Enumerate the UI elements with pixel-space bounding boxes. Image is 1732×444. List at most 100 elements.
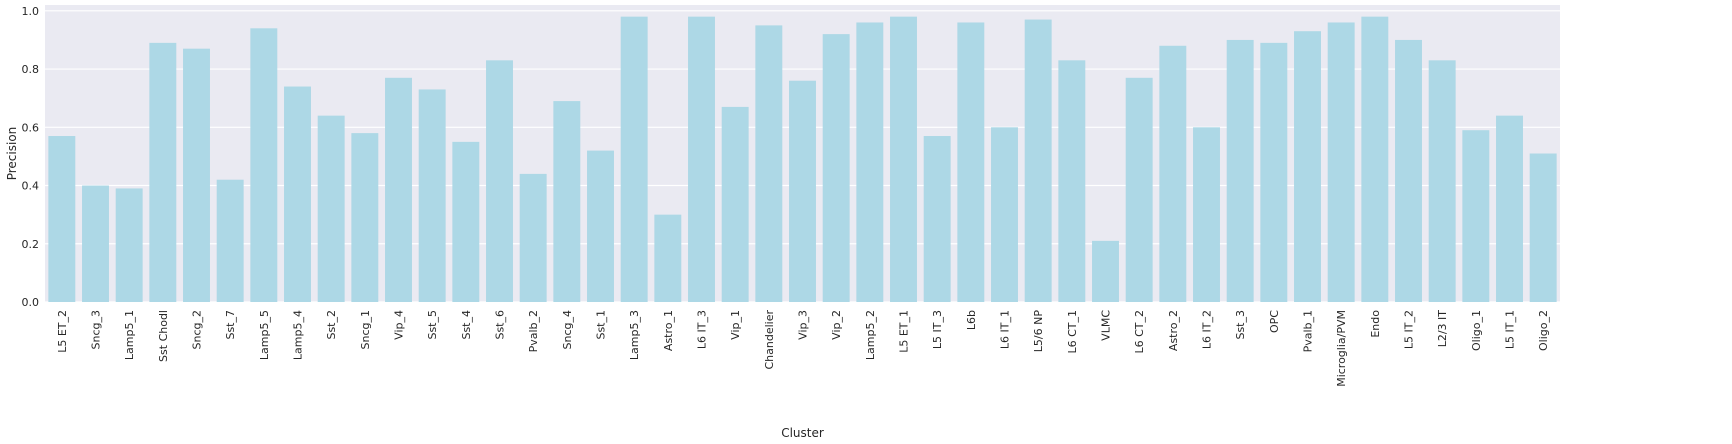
x-tick-label: Oligo_2 <box>1537 310 1550 351</box>
bar <box>1092 240 1119 302</box>
x-tick-label: L5 IT_3 <box>931 310 944 349</box>
y-tick-label: 0.4 <box>22 180 40 193</box>
x-tick-label: Sst_5 <box>426 310 439 340</box>
x-tick-label: VLMC <box>1100 310 1113 341</box>
x-tick-label: Sst Chodl <box>157 310 170 362</box>
y-tick-label: 0.8 <box>22 63 40 76</box>
bar <box>1395 39 1422 303</box>
bar <box>452 141 480 302</box>
bar <box>351 133 379 302</box>
x-tick-label: Vip_1 <box>729 310 742 340</box>
x-tick-label: Vip_2 <box>830 310 843 340</box>
bar <box>418 89 446 302</box>
bar <box>183 48 210 303</box>
x-tick-label: L2/3 IT <box>1436 310 1449 348</box>
bar <box>553 101 581 303</box>
bar <box>115 188 143 302</box>
bar <box>957 22 985 303</box>
x-tick-label: L5 IT_1 <box>1504 310 1517 349</box>
bar <box>1428 60 1456 302</box>
bar <box>1159 45 1187 302</box>
bar <box>822 34 850 302</box>
bar <box>1260 42 1288 303</box>
bar <box>789 80 816 303</box>
bar <box>216 179 244 302</box>
bar <box>587 150 614 302</box>
x-tick-label: Lamp5_4 <box>292 310 305 360</box>
bar <box>890 16 917 302</box>
x-tick-label: L5 ET_1 <box>898 310 911 353</box>
bar <box>1496 115 1523 302</box>
bar <box>48 136 76 302</box>
x-tick-label: Sst_7 <box>224 310 237 340</box>
x-tick-label: L6 IT_1 <box>999 310 1012 349</box>
bar <box>856 22 884 303</box>
x-tick-label: Sncg_2 <box>191 310 204 349</box>
bar <box>1226 39 1254 303</box>
x-tick-label: Chandelier <box>763 310 776 370</box>
bar <box>1193 127 1220 302</box>
bar <box>486 60 513 302</box>
x-tick-label: Pvalb_1 <box>1302 310 1315 352</box>
x-tick-label: Sst_1 <box>595 310 608 340</box>
x-axis-label: Cluster <box>781 426 824 440</box>
x-tick-label: Sncg_4 <box>561 310 574 349</box>
x-tick-label: L6 IT_3 <box>696 310 709 349</box>
x-tick-label: Astro_1 <box>662 310 675 351</box>
x-tick-labels: L5 ET_2 Sncg_3 Lamp5_1 Sst Chodl Sncg_2 Sst_7… <box>56 310 1550 387</box>
x-tick-label: L6 CT_1 <box>1066 310 1079 354</box>
x-tick-label: Sst_6 <box>494 310 507 340</box>
x-tick-label: Sst_4 <box>460 310 473 340</box>
x-tick-label: Sst_2 <box>325 310 338 340</box>
x-tick-label: Lamp5_3 <box>628 310 641 360</box>
bar <box>1125 77 1153 302</box>
x-tick-label: Vip_4 <box>393 310 406 340</box>
bars <box>48 16 1557 303</box>
bar <box>1058 60 1086 302</box>
y-tick-labels: 0.0 0.2 0.4 0.6 0.8 1.0 <box>22 5 40 309</box>
bar <box>284 86 311 302</box>
x-tick-label: Oligo_1 <box>1470 310 1483 351</box>
x-tick-label: L5 IT_2 <box>1403 310 1416 349</box>
x-tick-label: OPC <box>1268 310 1281 333</box>
bar <box>1024 19 1052 302</box>
x-tick-label: Lamp5_2 <box>864 310 877 360</box>
bar <box>1361 16 1389 302</box>
bar <box>721 106 749 302</box>
x-tick-label: Lamp5_5 <box>258 310 271 360</box>
bar <box>1462 130 1490 302</box>
x-tick-label: L6 IT_2 <box>1201 310 1214 349</box>
y-tick-label: 0.2 <box>22 238 40 251</box>
x-tick-label: L6 CT_2 <box>1133 310 1146 354</box>
x-tick-label: Astro_2 <box>1167 310 1180 351</box>
bar <box>149 42 177 303</box>
bar <box>923 136 951 302</box>
x-tick-label: Sncg_1 <box>359 310 372 349</box>
x-tick-label: Endo <box>1369 310 1382 338</box>
y-tick-label: 0.0 <box>22 296 40 309</box>
bar <box>385 77 412 302</box>
bar <box>519 173 547 302</box>
x-tick-label: Sst_3 <box>1234 310 1247 340</box>
x-tick-label: Lamp5_1 <box>123 310 136 360</box>
bar <box>654 214 682 302</box>
y-tick-label: 0.6 <box>22 121 40 134</box>
bar <box>250 28 278 302</box>
bar <box>1529 153 1557 302</box>
x-tick-label: Pvalb_2 <box>527 310 540 352</box>
x-tick-label: Vip_3 <box>797 310 810 340</box>
bar <box>755 25 783 302</box>
bar <box>82 185 109 302</box>
x-tick-label: L5/6 NP <box>1032 310 1045 353</box>
x-tick-label: L5 ET_2 <box>56 310 69 353</box>
x-tick-label: Sncg_3 <box>90 310 103 349</box>
bar <box>1327 22 1355 303</box>
bar <box>688 16 715 302</box>
bar <box>317 115 345 302</box>
y-tick-label: 1.0 <box>22 5 40 18</box>
bar <box>991 127 1018 302</box>
bar <box>1294 31 1321 303</box>
bar <box>620 16 648 302</box>
x-tick-label: Microglia/PVM <box>1335 310 1348 387</box>
